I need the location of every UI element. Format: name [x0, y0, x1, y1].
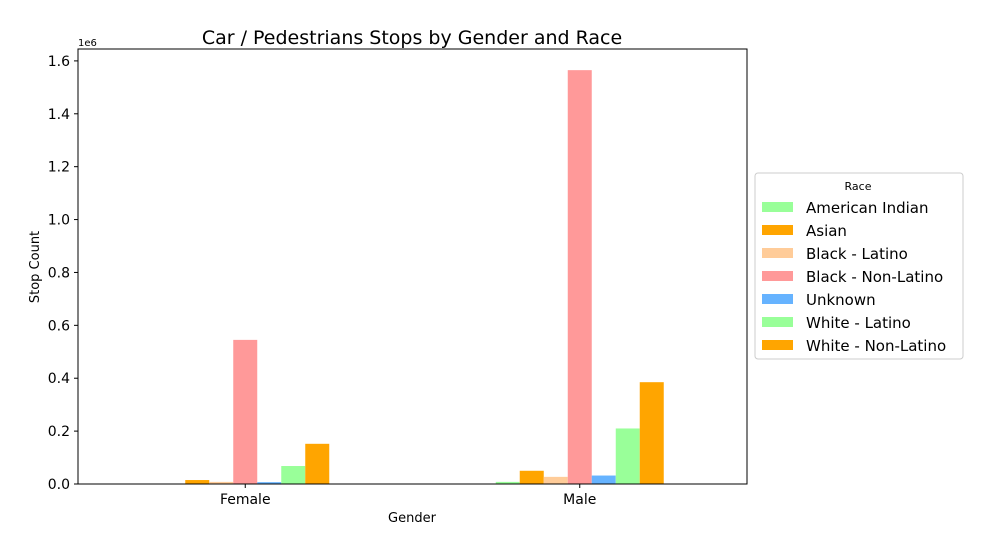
bar — [495, 481, 520, 484]
y-tick-label: 0.6 — [48, 318, 70, 334]
legend-swatch — [762, 271, 793, 281]
legend-label: Asian — [806, 222, 847, 240]
bar — [567, 70, 592, 484]
x-tick-label: Female — [220, 492, 271, 508]
legend-swatch — [762, 294, 793, 304]
y-tick-label: 0.4 — [48, 371, 70, 387]
legend-swatch — [762, 248, 793, 258]
bar — [185, 480, 210, 484]
chart-title: Car / Pedestrians Stops by Gender and Ra… — [202, 27, 622, 49]
legend-title: Race — [845, 180, 872, 193]
legend: Race American Indian Asian Black - Latino B… — [754, 172, 964, 360]
legend-swatch — [762, 317, 793, 327]
bar — [305, 443, 330, 484]
y-tick-label: 1.2 — [48, 160, 70, 176]
bar — [615, 428, 640, 484]
legend-label: Unknown — [806, 291, 876, 309]
legend-label: White - Non-Latino — [806, 337, 946, 355]
y-tick-label: 1.0 — [48, 213, 70, 229]
bar — [543, 476, 568, 484]
bar — [519, 470, 544, 484]
x-axis: Female Male — [220, 484, 596, 508]
bar — [209, 481, 234, 484]
legend-label: Black - Non-Latino — [806, 268, 943, 286]
plot-frame — [77, 48, 748, 485]
bar — [257, 482, 282, 484]
y-tick-label: 0.0 — [48, 477, 70, 493]
y-tick-label: 0.8 — [48, 265, 70, 281]
x-tick-label: Male — [563, 492, 596, 508]
y-offset-label: 1e6 — [78, 38, 97, 49]
plot-area — [161, 70, 664, 484]
legend-frame — [754, 172, 964, 360]
bar — [591, 475, 616, 484]
bar — [281, 466, 306, 484]
y-tick-label: 0.2 — [48, 424, 70, 440]
legend-label: White - Latino — [806, 314, 911, 332]
legend-swatch — [762, 202, 793, 212]
legend-swatch — [762, 225, 793, 235]
y-axis: 0.0 0.2 0.4 0.6 0.8 1.0 1.2 1.4 1.6 — [48, 54, 78, 493]
bar — [233, 339, 258, 484]
legend-label: Black - Latino — [806, 245, 908, 263]
y-tick-label: 1.6 — [48, 54, 70, 70]
bar — [639, 382, 664, 484]
y-axis-label: Stop Count — [28, 231, 43, 303]
legend-swatch — [762, 340, 793, 350]
x-axis-label: Gender — [388, 511, 437, 526]
legend-items: American Indian Asian Black - Latino Black … — [762, 199, 946, 355]
y-tick-label: 1.4 — [48, 107, 70, 123]
legend-label: American Indian — [806, 199, 928, 217]
